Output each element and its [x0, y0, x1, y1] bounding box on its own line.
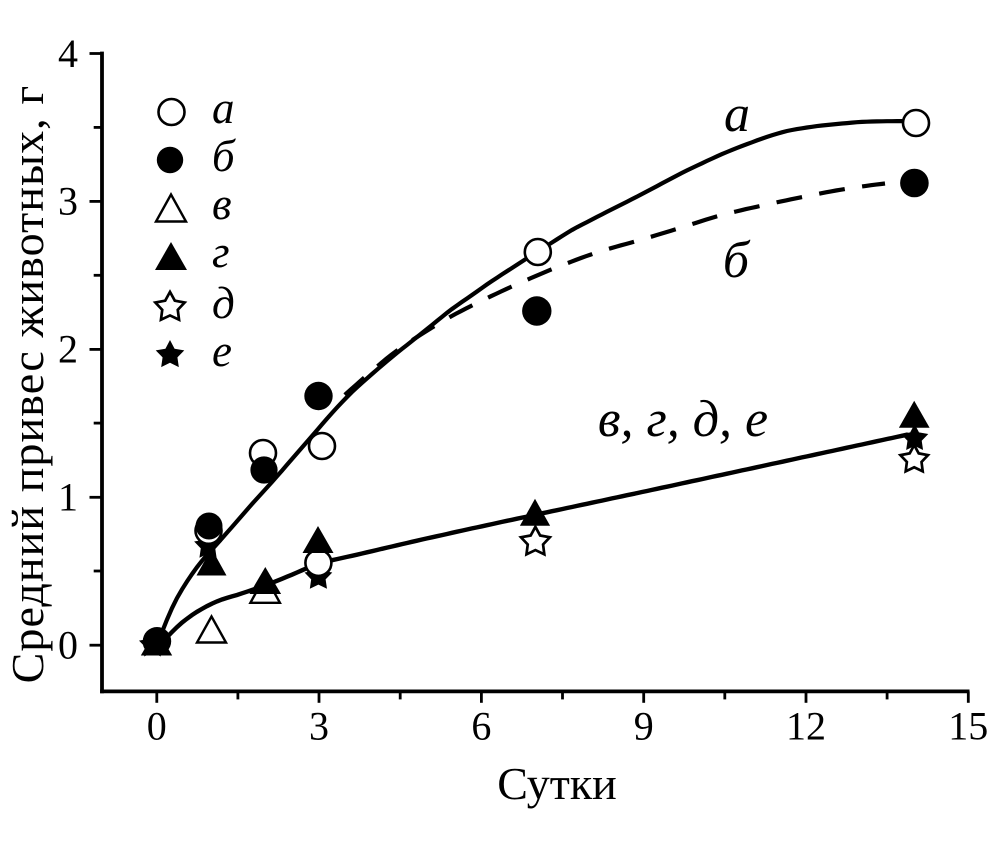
svg-text:3: 3 — [309, 703, 329, 748]
svg-text:Средний привес животных, г: Средний привес животных, г — [2, 85, 53, 684]
svg-text:а: а — [212, 83, 235, 133]
svg-text:15: 15 — [948, 703, 988, 748]
svg-text:в: в — [212, 179, 232, 229]
svg-text:б: б — [212, 131, 236, 181]
svg-text:е: е — [212, 326, 232, 376]
svg-text:9: 9 — [634, 703, 654, 748]
svg-text:12: 12 — [786, 703, 826, 748]
svg-text:Сутки: Сутки — [497, 758, 617, 809]
svg-text:2: 2 — [58, 327, 78, 372]
svg-text:6: 6 — [471, 703, 491, 748]
svg-text:0: 0 — [147, 703, 167, 748]
svg-text:4: 4 — [58, 31, 78, 76]
svg-text:3: 3 — [58, 179, 78, 224]
svg-text:1: 1 — [58, 475, 78, 520]
svg-text:д: д — [212, 278, 235, 328]
svg-text:г: г — [212, 227, 230, 277]
svg-text:0: 0 — [58, 623, 78, 668]
svg-text:в, г, д, е: в, г, д, е — [598, 391, 768, 448]
svg-text:б: б — [723, 232, 751, 289]
svg-text:а: а — [724, 86, 750, 143]
